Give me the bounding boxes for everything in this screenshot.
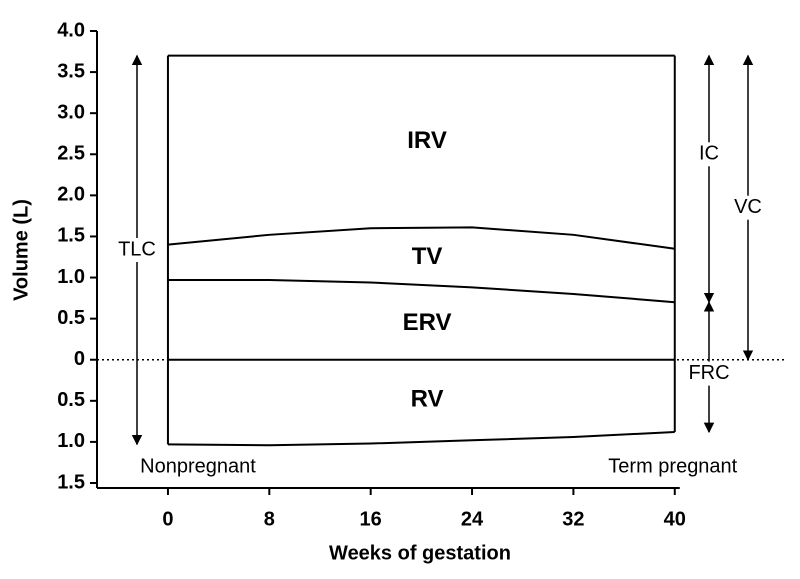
label-bg: [685, 142, 733, 167]
y-tick-label: 0: [74, 348, 85, 370]
y-tick-label: 1.0: [57, 266, 85, 288]
y-tick-label: 0.5: [57, 389, 85, 411]
span-label: TLC: [118, 238, 156, 260]
label-bg: [113, 238, 161, 263]
x-tick-label: 16: [360, 508, 382, 530]
region-label: ERV: [403, 309, 452, 336]
y-axis-title: Volume (L): [10, 199, 32, 301]
region-label: IRV: [407, 127, 447, 154]
y-tick-label: 3.0: [57, 101, 85, 123]
region-label: TV: [412, 243, 443, 270]
span-label: IC: [699, 143, 719, 165]
x-tick-label: 32: [562, 508, 584, 530]
end-label: Term pregnant: [608, 455, 737, 477]
x-tick-label: 40: [664, 508, 686, 530]
span-label: FRC: [688, 362, 729, 384]
start-label: Nonpregnant: [140, 455, 256, 477]
label-bg: [724, 195, 772, 220]
y-tick-label: 2.5: [57, 143, 85, 165]
y-tick-label: 2.0: [57, 184, 85, 206]
y-tick-label: 4.0: [57, 19, 85, 41]
span-label: VC: [734, 196, 762, 218]
x-axis-title: Weeks of gestation: [329, 542, 511, 564]
y-tick-label: 1.5: [57, 471, 85, 493]
x-tick-label: 24: [461, 508, 484, 530]
y-tick-label: 1.5: [57, 225, 85, 247]
x-tick-label: 8: [264, 508, 275, 530]
x-tick-label: 0: [162, 508, 173, 530]
y-tick-label: 1.0: [57, 430, 85, 452]
volume-line: [167, 226, 675, 250]
y-tick-label: 0.5: [57, 307, 85, 329]
label-bg: [685, 361, 733, 386]
y-tick-label: 3.5: [57, 60, 85, 82]
volume-line: [167, 431, 675, 447]
region-label: RV: [411, 385, 444, 412]
volume-line: [167, 279, 675, 304]
